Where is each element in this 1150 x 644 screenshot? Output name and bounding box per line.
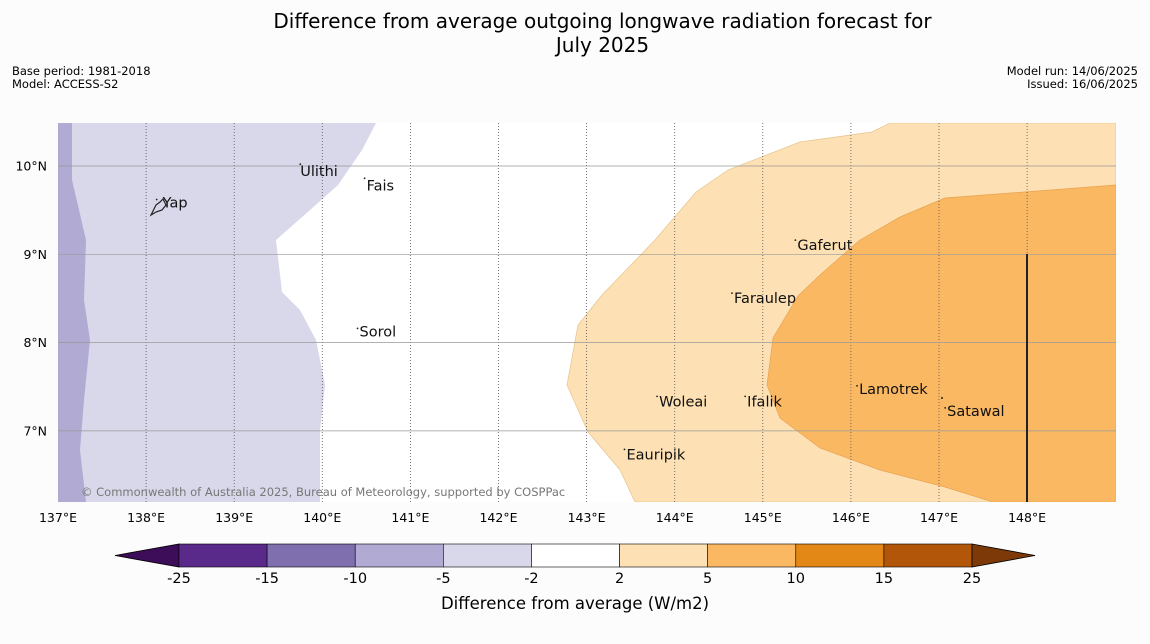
title-line-2: July 2025 — [555, 33, 650, 57]
model-run: Model run: 14/06/2025 — [1006, 64, 1138, 78]
lon-tick-label: 141°E — [391, 510, 429, 525]
lat-tick-label: 7°N — [23, 423, 47, 438]
lat-tick-label: 10°N — [15, 159, 47, 174]
lat-tick-label: 8°N — [23, 335, 47, 350]
issued-date: Issued: 16/06/2025 — [1027, 77, 1138, 91]
lon-tick-label: 137°E — [39, 510, 77, 525]
place-label: Yap — [162, 196, 188, 212]
colorbar-tick-label: 5 — [703, 571, 712, 587]
map-title: Difference from average outgoing longwav… — [0, 9, 1150, 57]
colorbar-segment — [795, 543, 885, 568]
place-marker — [363, 177, 366, 180]
place-label: Gaferut — [797, 238, 852, 254]
lon-tick-label: 147°E — [920, 510, 958, 525]
base-period: Base period: 1981-2018 — [12, 64, 151, 78]
place-label: Sorol — [360, 324, 397, 340]
colorbar-tick-label: -2 — [524, 571, 538, 587]
place-label: Faraulep — [734, 291, 796, 307]
place-marker — [299, 163, 302, 166]
colorbar-segment — [707, 543, 797, 568]
contour-minus10-region — [58, 123, 90, 502]
title-line-1: Difference from average outgoing longwav… — [273, 9, 932, 33]
colorbar-segment — [354, 543, 444, 568]
place-label: Satawal — [947, 404, 1004, 420]
meta-right: Model run: 14/06/2025 Issued: 16/06/2025 — [1007, 65, 1138, 91]
lon-tick-label: 142°E — [479, 510, 517, 525]
place-marker — [623, 448, 626, 451]
colorbar-extend-high — [971, 543, 1036, 568]
place-label: Ulithi — [300, 164, 338, 180]
place-label: Fais — [367, 178, 394, 194]
place-marker — [794, 239, 797, 242]
place-label: Lamotrek — [859, 382, 928, 398]
place-marker — [744, 395, 747, 398]
lon-tick-label: 145°E — [744, 510, 782, 525]
colorbar-tick-label: 25 — [963, 571, 981, 587]
colorbar-segment — [443, 543, 532, 568]
contour-plus5-region — [766, 184, 1116, 502]
lat-tick-label: 9°N — [23, 247, 47, 262]
colorbar-tick-label: -15 — [255, 571, 279, 587]
place-marker — [656, 395, 658, 398]
lon-tick-label: 148°E — [1008, 510, 1046, 525]
lon-tick-label: 138°E — [127, 510, 165, 525]
meta-left: Base period: 1981-2018 Model: ACCESS-S2 — [12, 65, 151, 91]
colorbar-segment — [619, 543, 708, 568]
place-marker — [944, 406, 947, 409]
lon-tick-label: 139°E — [215, 510, 253, 525]
colorbar-tick-label: 10 — [787, 571, 805, 587]
place-label: Woleai — [659, 394, 707, 410]
place-marker — [155, 198, 158, 201]
lon-tick-label: 140°E — [303, 510, 341, 525]
contour-minus5-region — [58, 123, 376, 502]
place-marker — [731, 292, 733, 294]
colorbar-segment — [883, 543, 973, 568]
model-name: Model: ACCESS-S2 — [12, 77, 119, 91]
colorbar-tick-label: 2 — [615, 571, 624, 587]
colorbar-tick-label: -5 — [436, 571, 450, 587]
colorbar-segment — [531, 543, 620, 568]
colorbar-segment — [266, 543, 356, 568]
colorbar-extend-low — [114, 543, 180, 568]
place-label: Ifalik — [747, 394, 782, 410]
colorbar-tick-label: -25 — [167, 571, 191, 587]
yap-island-shape — [149, 197, 167, 217]
colorbar-tick-label: 15 — [875, 571, 893, 587]
place-marker — [856, 384, 858, 387]
lon-tick-label: 144°E — [656, 510, 694, 525]
copyright-text: © Commonwealth of Australia 2025, Bureau… — [81, 485, 565, 499]
place-marker — [356, 327, 359, 330]
colorbar-tick-label: -10 — [343, 571, 367, 587]
contour-layer: Ulithi Fais Yap Gaferut Faraulep Sorol Lamotre… — [58, 123, 1116, 502]
colorbar-title: Difference from average (W/m2) — [440, 594, 710, 613]
lon-tick-label: 146°E — [832, 510, 870, 525]
colorbar-segment — [178, 543, 268, 568]
place-marker-minor — [941, 397, 943, 399]
place-label: Eauripik — [626, 447, 685, 463]
lon-tick-label: 143°E — [568, 510, 606, 525]
